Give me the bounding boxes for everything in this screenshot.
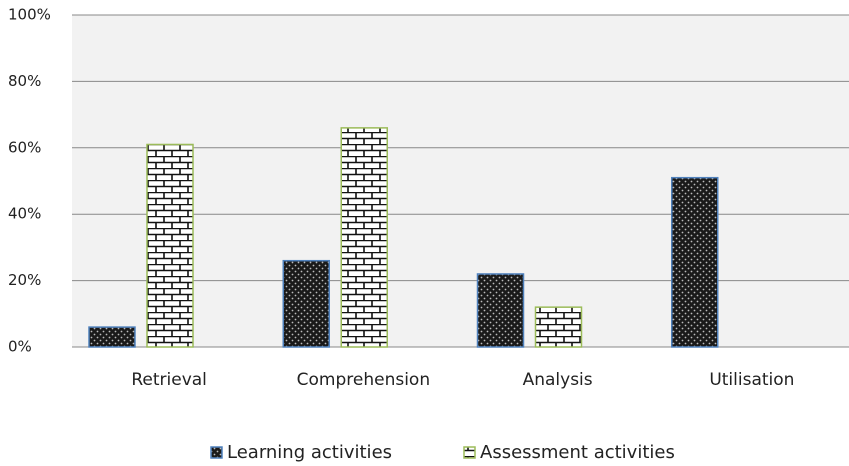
y-tick-label: 40% [8,205,41,223]
x-tick-label: Comprehension [297,370,430,390]
bar [146,143,194,348]
bar [282,259,330,348]
bar [88,326,136,348]
y-tick-label: 100% [8,6,51,24]
x-tick-label: Retrieval [131,370,207,390]
legend-label: Assessment activities [480,442,675,463]
x-tick-label: Analysis [523,370,593,390]
bar [671,176,719,348]
x-tick-label: Utilisation [709,370,794,390]
legend-label: Learning activities [227,442,392,463]
y-tick-label: 0% [8,338,32,356]
bar [476,273,525,348]
y-tick-label: 60% [8,138,41,156]
plot-area [72,15,849,347]
bar [340,127,388,348]
y-tick-label: 80% [8,72,41,90]
legend-marker [463,446,476,459]
bar [534,306,583,348]
y-tick-label: 20% [8,271,41,289]
legend-marker [210,446,223,459]
